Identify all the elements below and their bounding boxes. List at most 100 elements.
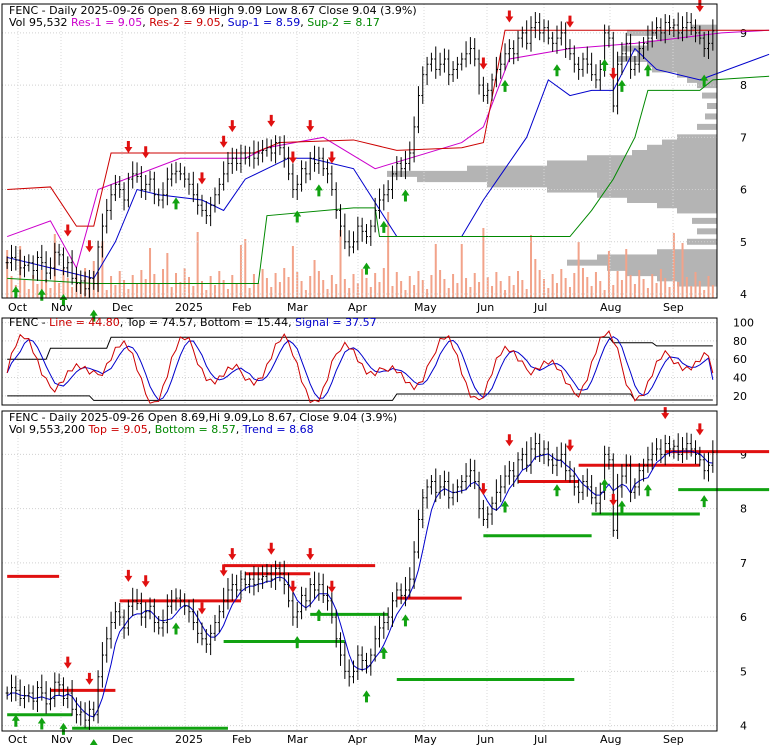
series-line	[7, 336, 713, 360]
buy-arrow-icon	[617, 79, 626, 92]
volume-bar	[300, 281, 303, 298]
volume-bar	[361, 269, 364, 298]
volume-bar	[23, 280, 26, 298]
volume-bar	[118, 271, 121, 298]
y-tick-label: 8	[740, 79, 747, 92]
y-tick-label: 5	[740, 236, 747, 249]
volume-profile-bar	[597, 191, 717, 198]
buy-arrow-icon	[37, 288, 46, 301]
volume-bar	[413, 285, 416, 298]
sell-arrow-icon	[85, 240, 94, 253]
volume-bar	[694, 272, 697, 298]
sell-arrow-icon	[695, 0, 704, 12]
volume-bar	[369, 287, 372, 298]
sell-arrow-icon	[85, 672, 94, 685]
sell-arrow-icon	[288, 580, 297, 593]
sell-arrow-icon	[197, 172, 206, 185]
x-tick-label: Nov	[51, 301, 73, 314]
volume-profile-bar	[467, 165, 717, 172]
volume-bar	[387, 212, 390, 298]
volume-bar	[495, 272, 498, 298]
buy-arrow-icon	[643, 484, 652, 497]
volume-bar	[287, 277, 290, 298]
x-tick-label: Jul	[533, 301, 547, 314]
volume-bar	[136, 284, 139, 298]
y-tick-label: 7	[740, 557, 747, 570]
volume-bar	[530, 235, 533, 298]
volume-bar	[378, 282, 381, 298]
volume-bar	[110, 276, 113, 298]
volume-bar	[153, 274, 156, 298]
volume-profile-bar	[657, 202, 717, 209]
sell-arrow-icon	[565, 15, 574, 28]
panel-frame	[1, 410, 718, 732]
x-tick-label: Nov	[51, 733, 73, 745]
buy-arrow-icon	[379, 220, 388, 233]
buy-arrow-icon	[89, 739, 98, 745]
volume-bar	[577, 242, 580, 298]
sell-arrow-icon	[228, 548, 237, 561]
sell-arrow-icon	[63, 656, 72, 669]
trend-panel: 4 5 6 7 8 9 Oct Nov Dec 2025 Feb Mar Apr May Jun Jul Aug…	[1, 407, 770, 745]
volume-bar	[32, 275, 35, 298]
volume-bar	[187, 277, 190, 298]
sell-arrow-icon	[219, 135, 228, 148]
sell-arrow-icon	[479, 57, 488, 70]
volume-bar	[612, 285, 615, 298]
buy-arrow-icon	[617, 500, 626, 513]
volume-bar	[573, 273, 576, 298]
buy-arrow-icon	[401, 614, 410, 627]
x-tick-label: Feb	[232, 301, 251, 314]
volume-bar	[482, 228, 485, 298]
sell-arrow-icon	[661, 407, 670, 420]
buy-arrow-icon	[362, 262, 371, 275]
sell-arrow-icon	[267, 542, 276, 555]
volume-bar	[594, 272, 597, 298]
volume-profile-bar	[677, 207, 717, 214]
panel1-legend: Vol 95,532 Res-1 = 9.05, Res-2 = 9.05, S…	[9, 16, 380, 29]
sell-arrow-icon	[141, 575, 150, 588]
sell-arrow-icon	[288, 151, 297, 164]
volume-bar	[395, 272, 398, 298]
volume-bar	[317, 271, 320, 298]
volume-profile-bar	[387, 170, 717, 177]
volume-profile-bar	[607, 264, 717, 271]
y-tick-label: 6	[740, 184, 747, 197]
volume-bar	[504, 290, 507, 298]
volume-bar	[49, 288, 52, 298]
sell-arrow-icon	[219, 564, 228, 577]
volume-bar	[616, 271, 619, 298]
y-tick-label: 20	[733, 390, 747, 403]
y-tick-label: 100	[733, 317, 754, 330]
volume-bar	[218, 271, 221, 298]
volume-bar	[564, 278, 567, 298]
buy-arrow-icon	[600, 59, 609, 71]
volume-bar	[668, 287, 671, 298]
volume-bar	[58, 283, 61, 298]
volume-bar	[517, 271, 520, 298]
x-tick-label: Sep	[663, 301, 684, 314]
volume-profile-bar	[627, 197, 717, 203]
y-tick-label: 6	[740, 611, 747, 624]
volume-profile-bar	[417, 176, 717, 183]
sell-arrow-icon	[327, 151, 336, 164]
volume-bar	[664, 278, 667, 298]
buy-arrow-icon	[501, 79, 510, 92]
volume-bar	[538, 270, 541, 298]
sell-arrow-icon	[695, 423, 704, 436]
sell-arrow-icon	[327, 580, 336, 593]
trend-line	[6, 450, 713, 718]
volume-bar	[491, 286, 494, 298]
series-line	[7, 393, 713, 401]
sell-arrow-icon	[306, 548, 315, 561]
volume-profile-bar	[597, 254, 717, 261]
volume-bar	[659, 269, 662, 298]
x-tick-label: Feb	[232, 733, 251, 745]
volume-bar	[391, 286, 394, 298]
buy-arrow-icon	[700, 495, 709, 508]
volume-bar	[278, 282, 281, 298]
volume-bar	[551, 274, 554, 298]
volume-profile-bar	[702, 92, 717, 99]
series-line	[6, 29, 770, 270]
y-tick-label: 9	[740, 448, 747, 461]
